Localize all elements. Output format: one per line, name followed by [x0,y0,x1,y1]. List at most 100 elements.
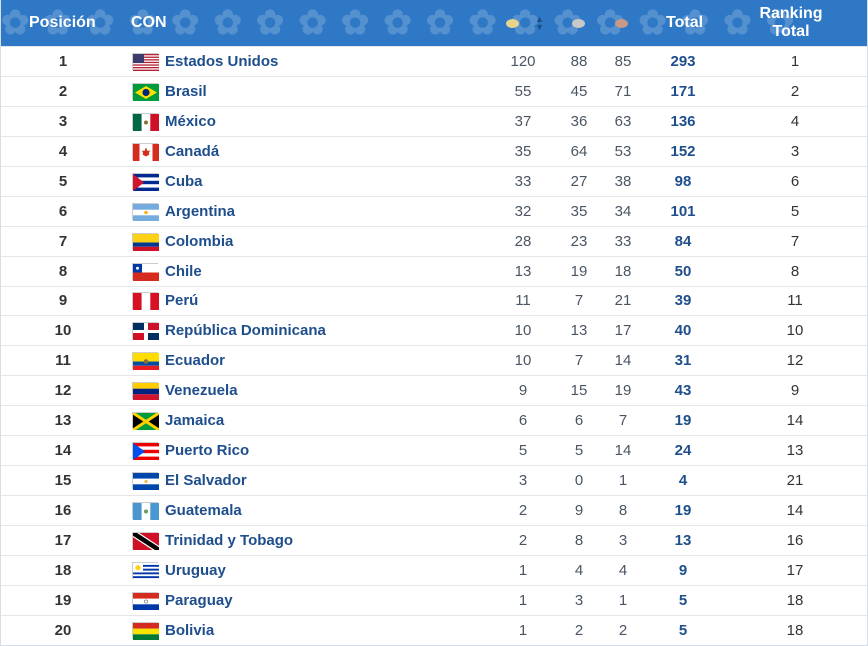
header-ranking-total[interactable]: Ranking Total [759,5,823,40]
gold-cell: 1 [518,591,528,609]
country-link[interactable]: República Dominicana [165,322,326,340]
silver-cell: 35 [570,202,588,220]
silver-cell: 7 [574,352,584,370]
country-link[interactable]: Bolivia [165,621,215,639]
silver-cell: 0 [574,472,584,490]
table-row: 3 México 37 36 63 136 4 [1,105,867,136]
country-link[interactable]: Cuba [165,172,203,190]
header-position[interactable]: Posición [29,14,96,31]
flag-uruguay-icon [132,556,159,585]
total-cell: 24 [674,442,692,460]
table-row: 18 Uruguay 1 4 4 9 17 [1,554,867,585]
ranking-cell: 4 [790,112,800,130]
ranking-cell: 6 [790,172,800,190]
silver-cell: 45 [570,82,588,100]
country-link[interactable]: Jamaica [165,412,225,430]
bronze-cell: 7 [618,412,628,430]
position-cell: 7 [58,232,68,250]
position-cell: 6 [58,202,68,220]
gold-cell: 1 [518,561,528,579]
total-cell: 101 [670,202,696,220]
gold-cell: 9 [518,382,528,400]
country-link[interactable]: Brasil [165,82,207,100]
silver-cell: 27 [570,172,588,190]
bronze-cell: 33 [614,232,632,250]
flag-bolivia-icon [132,616,159,645]
bronze-cell: 71 [614,82,632,100]
gold-cell: 13 [514,262,532,280]
gold-cell: 2 [518,531,528,549]
table-row: 6 Argentina 32 35 34 101 5 [1,195,867,226]
table-row: 7 Colombia 28 23 33 84 7 [1,225,867,256]
bronze-cell: 4 [618,561,628,579]
gold-cell: 120 [510,52,536,70]
total-cell: 19 [674,412,692,430]
header-total[interactable]: Total [666,14,704,31]
flag-el-salvador-icon [132,466,159,495]
gold-cell: 33 [514,172,532,190]
flag-mexico-icon [132,107,159,136]
ranking-cell: 1 [790,52,800,70]
country-link[interactable]: Colombia [165,232,234,250]
total-cell: 13 [674,531,692,549]
gold-cell: 11 [515,292,531,310]
silver-cell: 15 [570,382,588,400]
total-cell: 4 [678,472,688,490]
bronze-cell: 1 [618,472,628,490]
table-row: 17 Trinidad y Tobago 2 8 3 13 16 [1,525,867,555]
table-row: 2 Brasil 55 45 71 171 2 [1,75,867,106]
ranking-cell: 18 [786,591,804,609]
header-flower-pattern: ✿✿✿✿✿✿✿✿✿✿✿✿✿✿✿✿✿✿✿ [1,4,809,42]
country-link[interactable]: Ecuador [165,352,226,370]
country-link[interactable]: Puerto Rico [165,442,250,460]
position-cell: 19 [54,591,72,609]
country-link[interactable]: Canadá [165,142,220,160]
gold-cell: 6 [518,412,528,430]
country-link[interactable]: Argentina [165,202,236,220]
country-link[interactable]: Guatemala [165,502,242,520]
header-bronze-medal[interactable] [615,0,628,46]
country-link[interactable]: Estados Unidos [165,52,279,70]
gold-cell: 37 [514,112,532,130]
flag-paraguay-icon [132,586,159,615]
country-link[interactable]: Perú [165,292,199,310]
country-link[interactable]: Paraguay [165,591,233,609]
table-row: 8 Chile 13 19 18 50 8 [1,255,867,286]
sort-icon[interactable]: ▲ ▼ [535,14,544,32]
total-cell: 152 [670,142,696,160]
silver-cell: 6 [574,412,584,430]
ranking-cell: 14 [786,502,804,520]
header-gold-medal[interactable]: ▲ ▼ [506,0,544,46]
country-link[interactable]: Uruguay [165,561,226,579]
position-cell: 17 [54,531,72,549]
flag-peru-icon [132,287,159,316]
total-cell: 40 [674,322,692,340]
position-cell: 4 [58,142,68,160]
ranking-cell: 14 [786,412,804,430]
country-link[interactable]: Chile [165,262,202,280]
flag-brazil-icon [132,77,159,106]
position-cell: 13 [54,412,72,430]
position-cell: 10 [54,322,72,340]
total-cell: 5 [678,591,688,609]
country-link[interactable]: Trinidad y Tobago [165,531,294,549]
bronze-cell: 38 [614,172,632,190]
gold-cell: 35 [514,142,532,160]
table-row: 12 Venezuela 9 15 19 43 9 [1,375,867,405]
flag-venezuela-icon [132,376,159,405]
header-country[interactable]: CON [131,14,167,31]
table-row: 16 Guatemala 2 9 8 19 14 [1,495,867,525]
bronze-cell: 18 [614,262,632,280]
gold-cell: 28 [514,232,532,250]
table-row: 4 Canadá 35 64 53 152 3 [1,135,867,166]
country-link[interactable]: México [165,112,216,130]
country-link[interactable]: Venezuela [165,382,238,400]
flag-chile-icon [132,257,159,286]
country-link[interactable]: El Salvador [165,472,247,490]
total-cell: 5 [678,621,688,639]
silver-cell: 64 [570,142,588,160]
position-cell: 12 [54,382,72,400]
ranking-cell: 11 [787,292,803,310]
ranking-cell: 21 [786,472,804,490]
header-silver-medal[interactable] [572,0,585,46]
